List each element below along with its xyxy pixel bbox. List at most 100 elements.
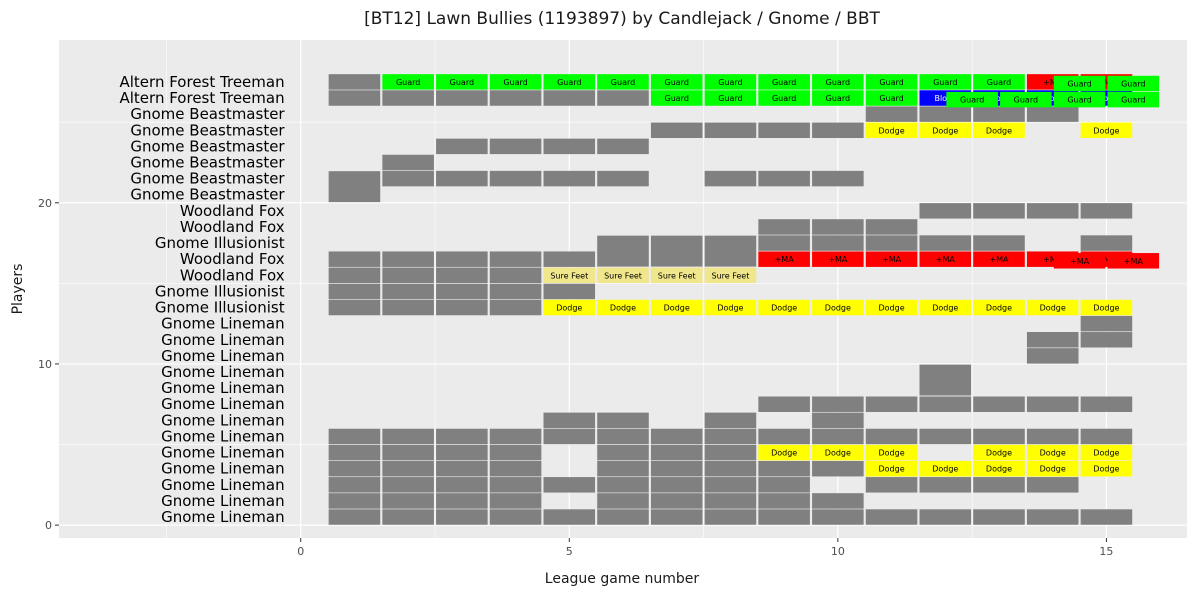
- skill-label: Dodge: [1093, 465, 1119, 474]
- skill-label: Guard: [826, 94, 850, 103]
- game-tile: [973, 428, 1025, 445]
- game-tile: [650, 493, 703, 509]
- player-label: Gnome Lineman: [161, 395, 285, 413]
- game-tile: [973, 203, 1025, 219]
- skill-label: +MA: [775, 255, 795, 264]
- overlay-tile: [1107, 75, 1160, 92]
- skill-label: +MA: [1043, 78, 1063, 87]
- player-label: Gnome Lineman: [161, 363, 285, 381]
- game-tile: [973, 444, 1025, 461]
- skill-label: +MA: [989, 255, 1009, 264]
- game-tile: [758, 251, 810, 267]
- game-tile: [758, 396, 810, 412]
- game-tile: [382, 477, 434, 493]
- game-tile: [758, 122, 810, 138]
- game-tile: [1026, 299, 1079, 316]
- game-tile: [650, 299, 703, 316]
- game-tile: [865, 90, 918, 106]
- game-tile: [704, 122, 757, 138]
- game-tile: [812, 299, 864, 316]
- player-label: Gnome Lineman: [161, 508, 285, 526]
- game-tile: [704, 428, 757, 445]
- player-label: Gnome Lineman: [161, 444, 285, 462]
- game-tile: [328, 444, 381, 461]
- player-label: Gnome Illusionist: [155, 282, 285, 300]
- game-tile: [597, 235, 649, 267]
- game-tile: [436, 477, 488, 493]
- game-tile: [812, 251, 864, 267]
- game-tile: [382, 493, 434, 509]
- skill-label: Dodge: [932, 465, 958, 474]
- game-tile: [489, 428, 542, 445]
- player-label: Gnome Beastmaster: [130, 105, 285, 123]
- game-tile: [812, 460, 864, 477]
- game-tile: [1080, 122, 1133, 138]
- game-tile: [382, 283, 434, 300]
- skill-label: Dodge: [717, 304, 743, 313]
- game-tile: [650, 460, 703, 477]
- game-tile: [543, 90, 596, 106]
- game-tile: [543, 170, 596, 187]
- game-tile: [919, 460, 972, 477]
- game-tile: [1080, 396, 1133, 412]
- player-label: Gnome Lineman: [161, 315, 285, 333]
- game-tile: [919, 299, 972, 316]
- skill-label: Dodge: [879, 449, 905, 458]
- game-tile: [865, 235, 918, 251]
- game-tile: [328, 283, 381, 300]
- player-label: Gnome Lineman: [161, 460, 285, 478]
- game-tile: [973, 477, 1025, 493]
- game-tile: [597, 444, 649, 461]
- skill-label: Dodge: [986, 465, 1012, 474]
- game-tile: [382, 267, 434, 284]
- skill-label: Guard: [557, 78, 581, 87]
- skill-label: Dodge: [1040, 449, 1066, 458]
- skill-label: Guard: [611, 78, 635, 87]
- game-tile: [543, 428, 596, 445]
- skill-label: Dodge: [664, 304, 690, 313]
- player-label: Altern Forest Treeman: [120, 73, 285, 91]
- game-tile: [758, 235, 810, 251]
- game-tile: [1080, 315, 1133, 332]
- game-tile: [865, 428, 918, 445]
- game-tile: [1026, 106, 1079, 122]
- game-tile: [597, 428, 649, 445]
- game-tile: [489, 509, 542, 525]
- game-tile: [758, 460, 810, 477]
- skill-label: Dodge: [986, 126, 1012, 135]
- game-tile: [382, 251, 434, 267]
- game-tile: [597, 299, 649, 316]
- skill-label: Guard: [718, 78, 742, 87]
- skill-label: Dodge: [879, 465, 905, 474]
- game-tile: [436, 444, 488, 461]
- skill-label: Dodge: [771, 304, 797, 313]
- game-tile: [489, 138, 542, 155]
- game-tile: [704, 267, 757, 284]
- game-tile: [597, 90, 649, 106]
- player-label: Gnome Beastmaster: [130, 170, 285, 188]
- game-tile: [919, 364, 972, 396]
- skill-label: Guard: [503, 78, 527, 87]
- game-tile: [1080, 428, 1133, 445]
- game-tile: [973, 299, 1025, 316]
- skill-label: Block: [1042, 94, 1064, 103]
- game-tile: [812, 412, 864, 429]
- skill-label: Dodge: [610, 304, 636, 313]
- game-tile: [758, 509, 810, 525]
- game-tile: [1026, 396, 1079, 412]
- player-label: Gnome Illusionist: [155, 299, 285, 317]
- game-tile: [812, 74, 864, 90]
- game-tile: [650, 267, 703, 284]
- game-tile: [436, 493, 488, 509]
- game-tile: [489, 90, 542, 106]
- game-tile: [328, 267, 381, 284]
- skill-label: Dodge: [1093, 449, 1119, 458]
- game-tile: [436, 428, 488, 445]
- game-tile: [1026, 203, 1079, 219]
- overlay-tile: [1107, 253, 1160, 269]
- game-tile: [543, 509, 596, 525]
- game-tile: [812, 396, 864, 412]
- skill-label: Guard: [879, 78, 903, 87]
